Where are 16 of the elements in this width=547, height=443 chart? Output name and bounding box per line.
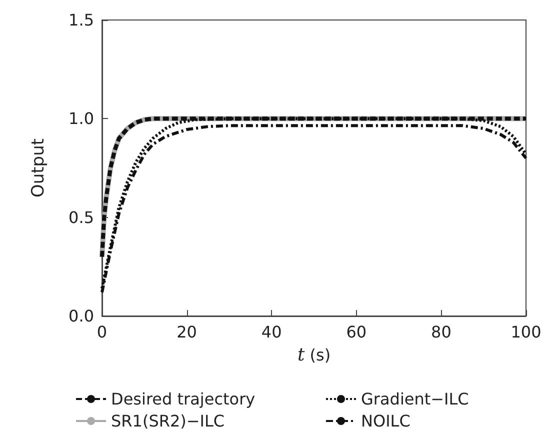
x-tick-label: 0 xyxy=(96,322,108,342)
x-tick-label: 80 xyxy=(431,322,452,342)
x-tick-label: 40 xyxy=(261,322,282,342)
x-tick-label: 100 xyxy=(510,322,542,342)
legend-label: Gradient−ILC xyxy=(361,390,469,408)
y-tick-label: 1.5 xyxy=(68,10,94,30)
y-axis-title: Output xyxy=(28,138,48,198)
y-tick-label: 0.5 xyxy=(68,208,94,227)
y-tick-label: 1.0 xyxy=(68,109,94,128)
legend-label: Desired trajectory xyxy=(111,390,256,408)
legend-label: SR1(SR2)−ILC xyxy=(111,412,225,430)
legend-label: NOILC xyxy=(361,412,410,430)
x-tick-label: 60 xyxy=(346,322,367,342)
x-axis-title: t (s) xyxy=(297,344,331,366)
y-tick-label: 0.0 xyxy=(68,306,94,326)
x-tick-label: 20 xyxy=(176,322,197,342)
